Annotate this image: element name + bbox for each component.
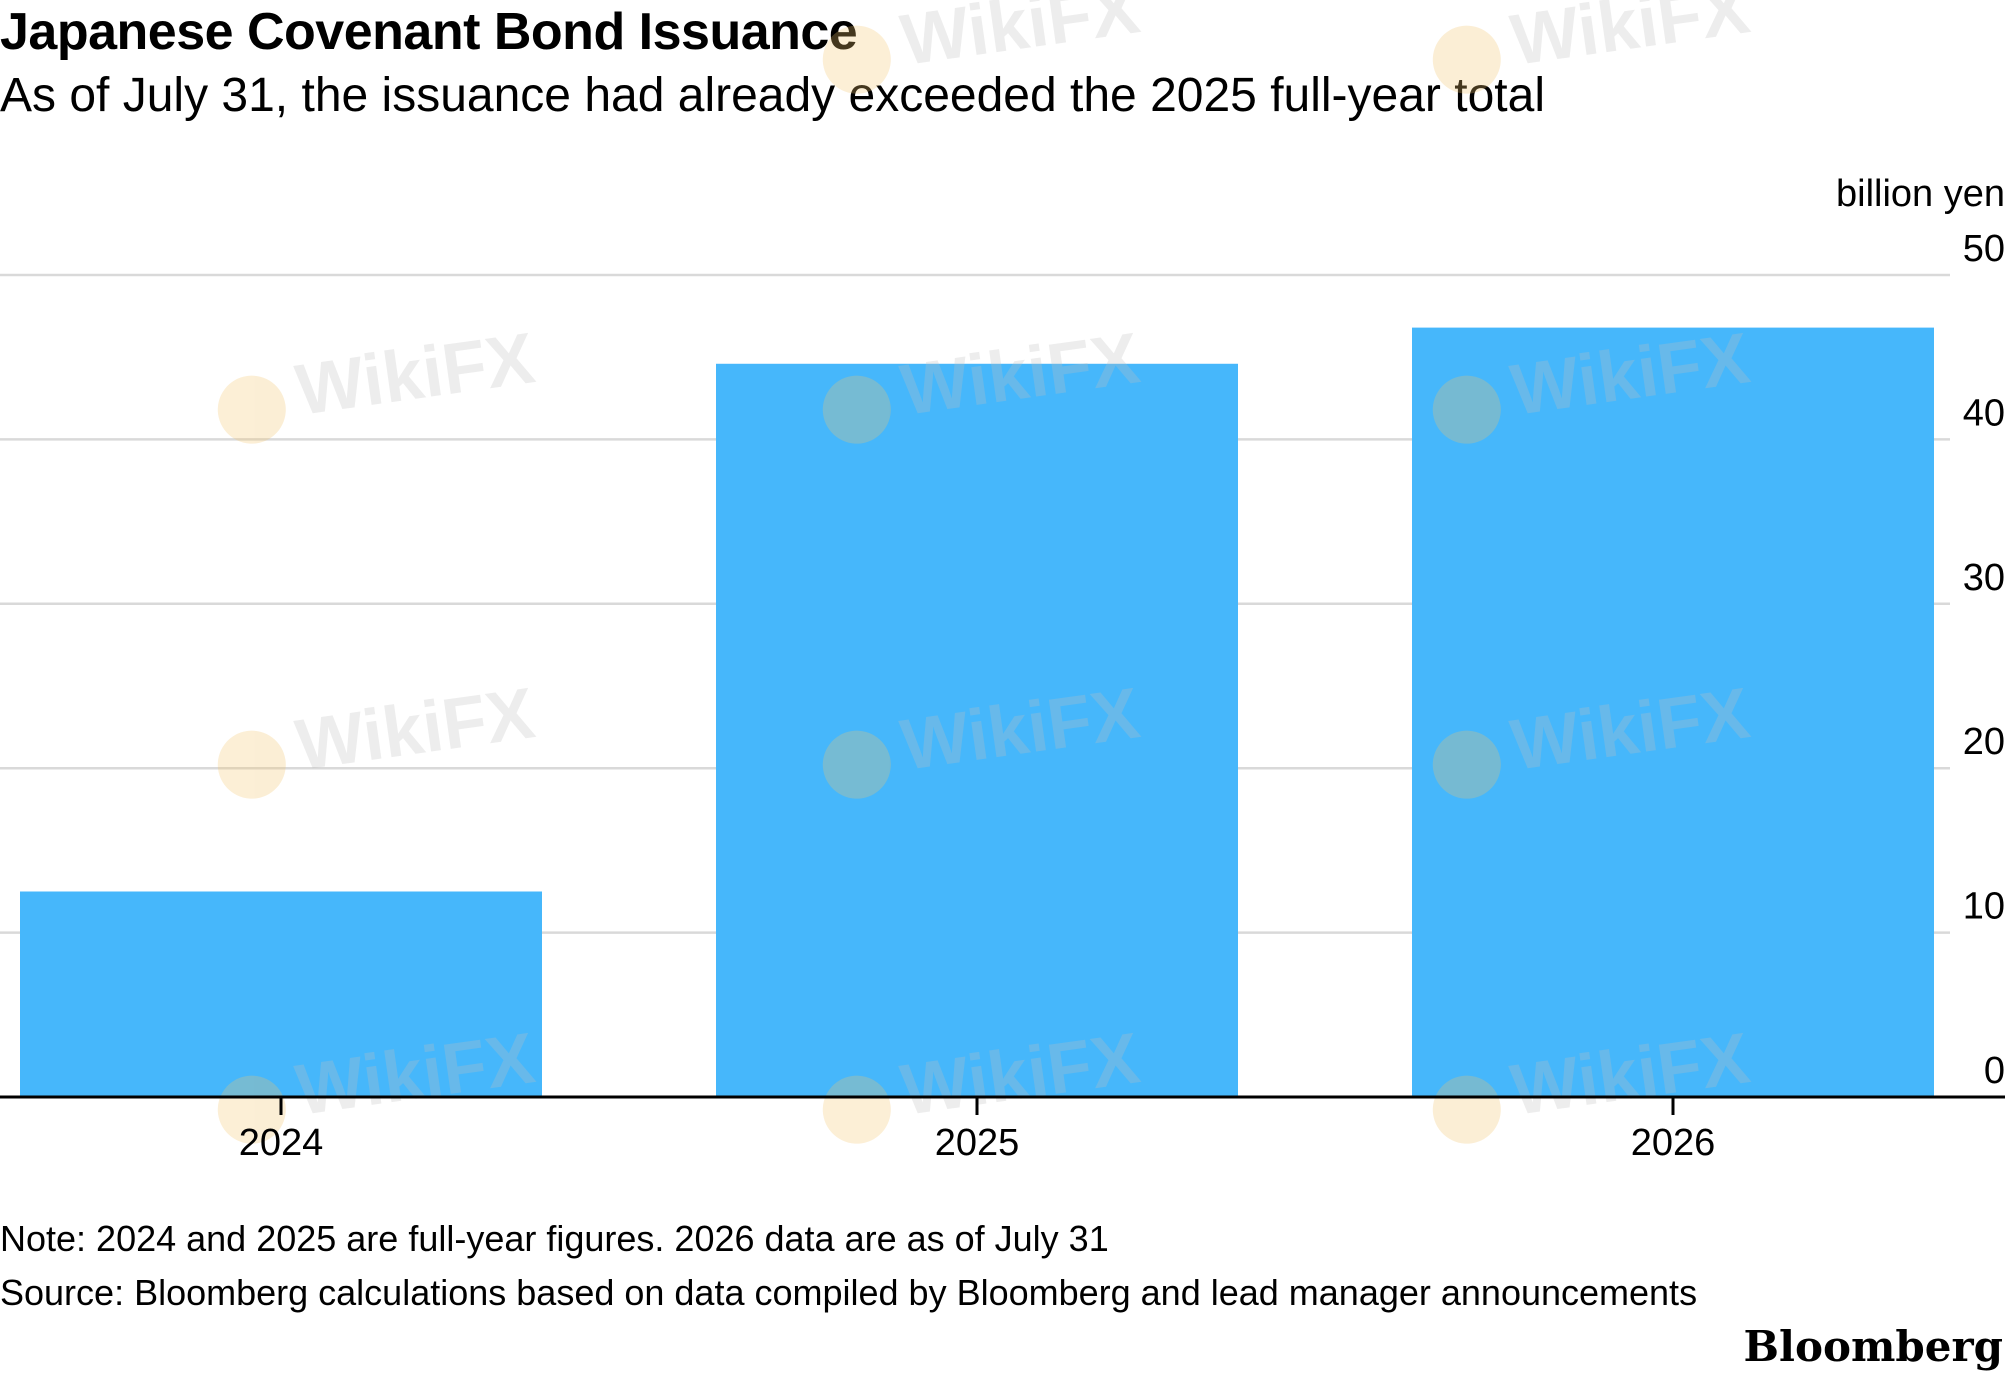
y-tick-label: 10 — [1963, 886, 2005, 928]
x-tick-label: 2026 — [1631, 1122, 1716, 1164]
bloomberg-logo: Bloomberg — [1743, 1322, 2003, 1371]
y-tick-label: 40 — [1963, 392, 2005, 434]
chart-title: Japanese Covenant Bond Issuance — [0, 3, 858, 61]
svg-text:WikiFX: WikiFX — [896, 0, 1144, 81]
chart-subtitle: As of July 31, the issuance had already … — [0, 69, 1545, 122]
chart-source: Source: Bloomberg calculations based on … — [0, 1272, 1698, 1313]
x-tick-label: 2024 — [239, 1122, 324, 1164]
svg-text:WikiFX: WikiFX — [1506, 0, 1754, 81]
y-axis-unit-label: billion yen — [1836, 173, 2005, 215]
watermark-logo: WikiFX — [217, 318, 539, 444]
watermark-logo: WikiFX — [1432, 0, 1754, 94]
bar-2026 — [1412, 327, 1934, 1097]
svg-text:WikiFX: WikiFX — [291, 318, 539, 431]
y-tick-label: 30 — [1963, 557, 2005, 599]
y-tick-label: 20 — [1963, 721, 2005, 763]
y-tick-label: 0 — [1984, 1050, 2005, 1092]
bar-2024 — [20, 891, 542, 1097]
y-tick-label: 50 — [1963, 228, 2005, 270]
watermark-logo: WikiFX — [217, 673, 539, 799]
bar-2025 — [716, 363, 1238, 1097]
chart-note: Note: 2024 and 2025 are full-year figure… — [0, 1218, 1109, 1259]
x-tick-label: 2025 — [935, 1122, 1020, 1164]
watermark-logo: WikiFX — [822, 0, 1144, 94]
